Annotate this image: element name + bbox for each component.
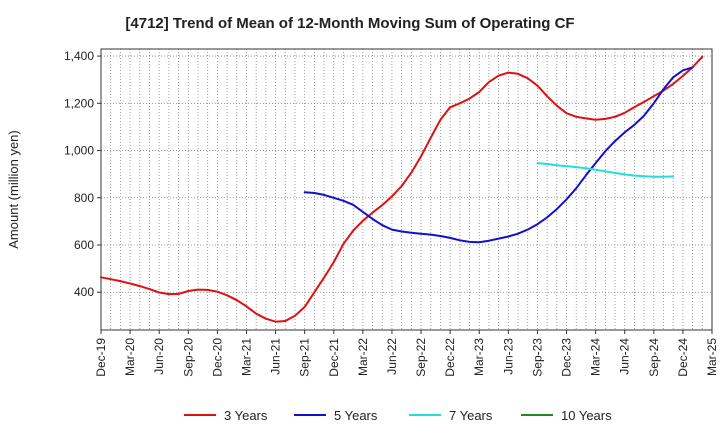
series-line-7-years xyxy=(536,162,675,178)
x-tick-label: Dec-19 xyxy=(94,338,108,377)
x-tick-label: Dec-23 xyxy=(560,338,574,377)
x-tick-label: Dec-24 xyxy=(676,338,690,377)
legend-label: 5 Years xyxy=(334,408,378,423)
x-tick-label: Jun-21 xyxy=(269,338,283,375)
x-tick-label: Mar-23 xyxy=(472,338,486,376)
y-axis: 400 600 800 1,000 1,200 1,400 xyxy=(64,49,101,299)
x-tick-label: Sep-21 xyxy=(298,338,312,377)
x-tick-label: Mar-22 xyxy=(356,338,370,376)
legend-label: 7 Years xyxy=(449,408,493,423)
x-tick-label: Jun-20 xyxy=(152,338,166,375)
x-tick-label: Mar-25 xyxy=(705,338,719,376)
x-tick-label: Sep-20 xyxy=(181,338,195,377)
x-tick-label: Jun-23 xyxy=(501,338,515,375)
x-tick-label: Jun-24 xyxy=(618,338,632,375)
x-axis: Dec-19 Mar-20 Jun-20 Sep-20 Dec-20 Mar-21 Jun-… xyxy=(94,330,719,377)
legend-label: 3 Years xyxy=(224,408,268,423)
y-tick-label: 1,000 xyxy=(64,144,94,158)
y-axis-label: Amount (million yen) xyxy=(6,130,21,249)
y-tick-label: 600 xyxy=(74,238,94,252)
legend: 3 Years 5 Years 7 Years 10 Years xyxy=(184,408,612,423)
x-tick-label: Mar-21 xyxy=(239,338,253,376)
series-layer xyxy=(100,55,704,323)
series-line-5-years xyxy=(303,66,694,244)
chart-grid xyxy=(101,49,712,330)
x-tick-label: Sep-22 xyxy=(414,338,428,377)
x-tick-label: Sep-23 xyxy=(530,338,544,377)
y-tick-label: 400 xyxy=(74,285,94,299)
x-tick-label: Mar-24 xyxy=(589,338,603,376)
x-tick-label: Dec-20 xyxy=(210,338,224,377)
x-tick-label: Jun-22 xyxy=(385,338,399,375)
x-tick-label: Dec-22 xyxy=(443,338,457,377)
plot-frame xyxy=(100,48,713,331)
chart-title: [4712] Trend of Mean of 12-Month Moving … xyxy=(125,15,574,32)
x-tick-label: Mar-20 xyxy=(123,338,137,376)
series-line-3-years xyxy=(100,55,704,323)
y-tick-label: 800 xyxy=(74,191,94,205)
x-tick-label: Sep-24 xyxy=(647,338,661,377)
x-tick-label: Dec-21 xyxy=(327,338,341,377)
y-tick-label: 1,200 xyxy=(64,96,94,110)
legend-label: 10 Years xyxy=(561,408,612,423)
y-tick-label: 1,400 xyxy=(64,49,94,63)
